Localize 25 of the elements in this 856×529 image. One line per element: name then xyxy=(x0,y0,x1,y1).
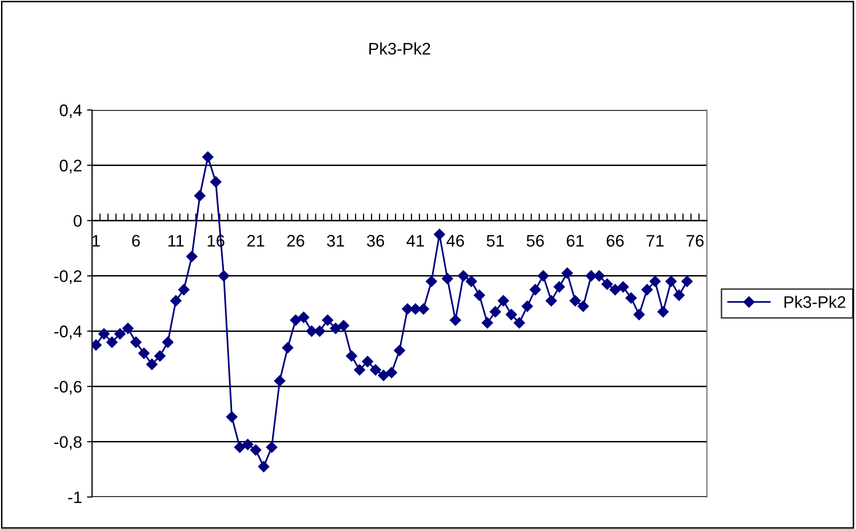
y-tick-label: -0,6 xyxy=(54,380,82,395)
x-tick-label: 71 xyxy=(646,235,664,247)
x-tick-label: 41 xyxy=(406,235,424,247)
y-tick-label: -1 xyxy=(68,492,82,504)
x-tick-label: 31 xyxy=(326,234,344,247)
chart-title: Pk3-Pk2 xyxy=(369,42,430,55)
y-tick-label: -0,8 xyxy=(54,436,82,450)
x-tick-label: 6 xyxy=(132,234,140,247)
x-tick-label: 61 xyxy=(566,234,584,247)
x-tick-label: 21 xyxy=(247,234,264,247)
y-tick-label: 0,2 xyxy=(60,160,82,174)
x-tick-label: 46 xyxy=(446,234,464,247)
x-tick-label: 76 xyxy=(686,234,704,247)
x-tick-label: 51 xyxy=(486,235,504,247)
x-tick-label: 56 xyxy=(526,234,544,247)
y-tick-label: 0 xyxy=(74,214,82,227)
x-tick-label: 26 xyxy=(287,234,304,247)
x-tick-label: 36 xyxy=(366,234,384,247)
y-tick-label: 0,4 xyxy=(60,104,82,118)
x-tick-label: 66 xyxy=(606,234,624,247)
y-tick-label: -0,2 xyxy=(54,270,82,284)
legend-label: Pk3-Pk2 xyxy=(784,296,846,308)
x-tick-label: 11 xyxy=(168,235,184,247)
y-tick-label: -0,4 xyxy=(54,326,82,340)
x-tick-label: 1 xyxy=(92,235,100,247)
